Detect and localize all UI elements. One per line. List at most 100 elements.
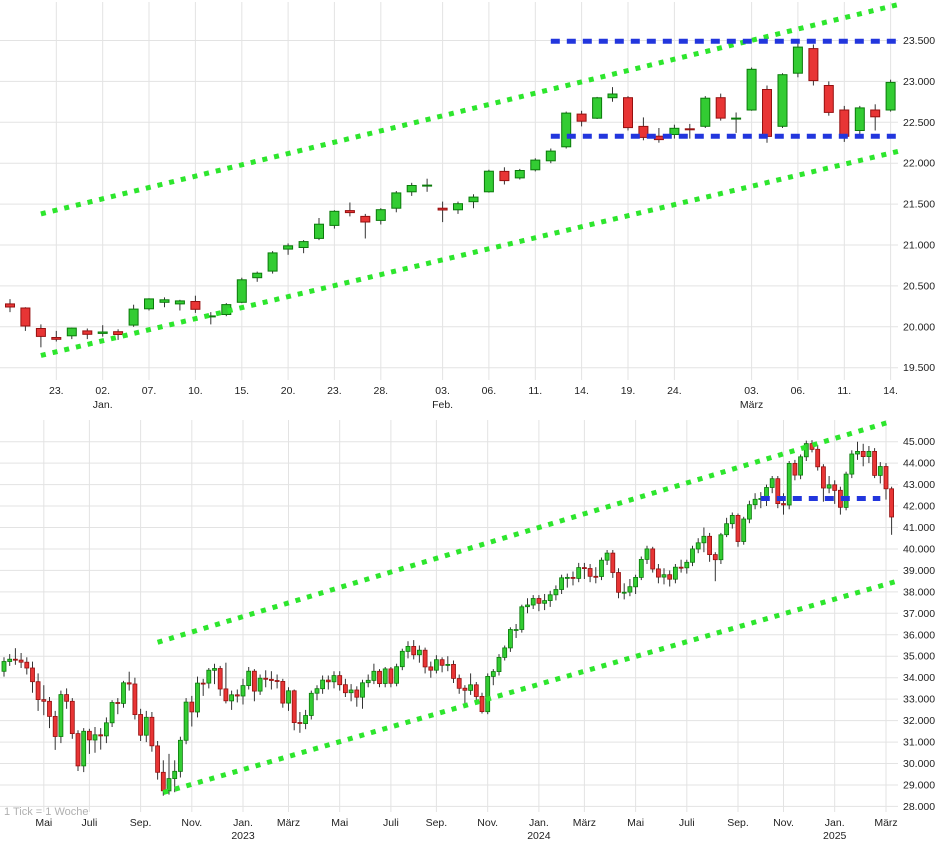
candle [35, 324, 46, 348]
candle [843, 471, 849, 511]
candle-body [832, 484, 838, 491]
candle [453, 201, 463, 214]
candle [731, 112, 742, 133]
candle-body [570, 576, 576, 579]
candle-body [593, 575, 599, 578]
candle [542, 594, 547, 611]
candle-body [437, 207, 448, 211]
candle [514, 168, 525, 180]
candle [473, 682, 479, 702]
y-axis-tick-label: 41.000 [903, 522, 935, 534]
candle [798, 454, 803, 480]
candle-body [599, 559, 604, 577]
candle [177, 736, 183, 778]
x-axis-tick-label: 23. [49, 385, 64, 397]
candle [496, 654, 502, 676]
candle-body [627, 586, 633, 593]
candle-body [877, 466, 883, 476]
y-axis-tick-label: 39.000 [903, 565, 935, 577]
candle [18, 653, 24, 668]
candle [777, 73, 788, 128]
candle [126, 671, 132, 691]
candle [360, 213, 371, 239]
grid [0, 420, 898, 812]
candle [570, 571, 576, 586]
candle [87, 728, 92, 754]
candle-body [325, 679, 331, 683]
candle-body [576, 113, 587, 122]
candle-body [456, 678, 462, 689]
candle [690, 545, 695, 567]
candle-body [439, 659, 445, 666]
candle [701, 527, 707, 553]
candle-body [576, 567, 582, 579]
candle [644, 545, 650, 564]
candle-body [303, 715, 309, 725]
trend-channel-line [40, 2, 899, 217]
candle [291, 689, 297, 731]
candle-body [240, 685, 246, 697]
candle-body [104, 722, 109, 737]
candle-body [172, 770, 178, 779]
y-axis-tick-label: 34.000 [903, 672, 935, 684]
candle [883, 463, 889, 500]
y-axis-tick-label: 32.000 [903, 715, 935, 727]
candle [786, 461, 792, 510]
candle [58, 690, 64, 744]
candle-body [286, 690, 291, 704]
candle [513, 624, 519, 638]
x-axis-tick-label: Jan. [529, 817, 549, 829]
x-axis-period-label: 2025 [823, 830, 847, 842]
candle-body [121, 682, 126, 704]
x-axis-tick-label: 14. [574, 385, 589, 397]
candle-body [479, 695, 485, 712]
candle [297, 712, 303, 733]
candle-body [656, 568, 661, 578]
candle [823, 81, 834, 116]
candle [342, 678, 348, 697]
candle-body [337, 675, 343, 686]
candle [98, 728, 104, 750]
candle [428, 661, 434, 678]
candle-body [650, 548, 656, 570]
candle [456, 674, 462, 694]
candle-body [411, 645, 417, 656]
x-axis-labels: Mai Juli Sep. Nov. Jan. März Mai Juli Sep. Nov. Ja… [35, 817, 897, 842]
candle [92, 727, 98, 753]
candle-body [308, 692, 314, 716]
candle-body [843, 473, 849, 508]
candle [433, 655, 439, 674]
x-axis-period-label: Jan. [93, 399, 113, 411]
candle [1, 657, 7, 677]
candle [206, 668, 212, 689]
candle [115, 698, 121, 715]
x-axis-tick-label: 07. [142, 385, 157, 397]
x-axis-tick-label: Jan. [825, 817, 845, 829]
candle [406, 182, 417, 196]
candle [121, 680, 126, 708]
candle-body [587, 568, 593, 577]
candle [559, 574, 564, 594]
candle-body [885, 81, 896, 111]
y-axis-tick-label: 30.000 [903, 758, 935, 770]
trend-channel-line [156, 420, 893, 645]
candle [283, 243, 294, 255]
x-axis-tick-label: 15. [234, 385, 249, 397]
candle [502, 645, 508, 661]
candle [638, 556, 644, 581]
daily-candlestick-chart: 19.500 20.000 20.500 21.000 21.500 22.000 22.5… [0, 2, 935, 411]
candle-body [267, 252, 278, 272]
candle [530, 158, 541, 172]
candle [650, 546, 656, 573]
candle [507, 627, 513, 652]
candle [109, 700, 115, 727]
x-axis-labels: 23. 02. 07. 10. 15. 20. 23. 28. 03. 06. 11. 14. 19. 2… [49, 385, 898, 411]
candle [610, 550, 616, 578]
candle [621, 583, 627, 600]
candle-body [344, 210, 355, 214]
candle [5, 299, 15, 313]
candle-body [298, 241, 309, 249]
y-axis-tick-label: 33.000 [903, 694, 935, 706]
candle [545, 148, 556, 164]
candle [747, 500, 752, 524]
